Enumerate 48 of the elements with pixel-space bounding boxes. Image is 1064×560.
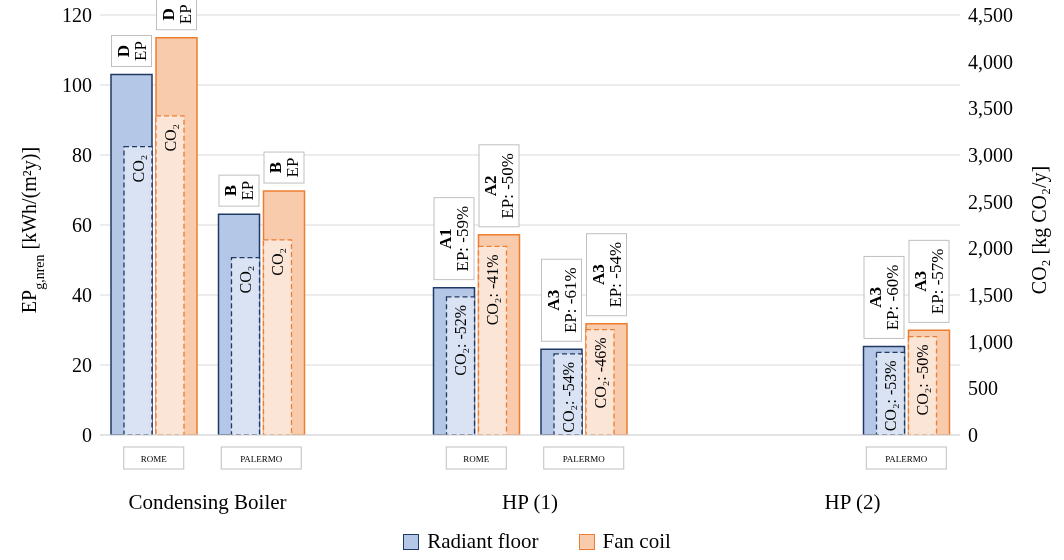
annotation: A3 EP: -54% bbox=[588, 241, 625, 308]
y2-tick-label: 500 bbox=[968, 377, 998, 400]
x-tick-label: ROME bbox=[140, 454, 168, 464]
y-tick-label: 20 bbox=[72, 354, 92, 377]
text: Condensing Boiler bbox=[127, 490, 288, 515]
x-tick-label: ROME bbox=[463, 454, 490, 464]
x-tick-label: PALERMO bbox=[885, 454, 928, 464]
y-tick-label: 40 bbox=[72, 284, 92, 307]
legend-label: Fan coil bbox=[602, 529, 671, 554]
y2-tick-label: 2,000 bbox=[968, 237, 1013, 260]
y2-tick-label: 1,000 bbox=[968, 330, 1013, 353]
annotation: CO₂ bbox=[161, 123, 179, 152]
y2-axis-title: CO₂ [kg CO₂/y] bbox=[1028, 165, 1051, 295]
annotation: A2 EP: -50% bbox=[481, 152, 517, 219]
x-tick-label: PALERMO bbox=[562, 454, 606, 464]
annotation: CO₂: -41% bbox=[484, 254, 501, 326]
annotation: A1 EP: -59% bbox=[436, 205, 472, 272]
annotation: CO₂: -53% bbox=[882, 360, 899, 432]
y-tick-label: 100 bbox=[62, 74, 92, 97]
text: HP (1) bbox=[501, 490, 559, 515]
y2-tick-label: 4,500 bbox=[968, 4, 1013, 27]
annotation: CO₂: -46% bbox=[591, 337, 609, 409]
annotation: CO₂: -54% bbox=[559, 361, 577, 433]
y2-tick-label: 4,000 bbox=[968, 50, 1013, 73]
annotation: CO₂ bbox=[269, 247, 286, 276]
y-tick-label: 120 bbox=[62, 4, 92, 27]
annotation: CO₂: -50% bbox=[914, 344, 931, 416]
y2-tick-label: 3,500 bbox=[968, 97, 1013, 120]
y2-tick-label: 2,500 bbox=[968, 190, 1013, 213]
y-tick-label: 60 bbox=[72, 214, 92, 237]
annotation: D EP bbox=[158, 4, 195, 25]
x-tick-label: PALERMO bbox=[240, 454, 283, 464]
annotation: A3 EP: -57% bbox=[911, 248, 947, 315]
y2-tick-label: 0 bbox=[968, 424, 978, 447]
annotation: A3 EP: -61% bbox=[543, 267, 580, 334]
y-tick-label: 0 bbox=[82, 424, 92, 447]
y-tick-label: 80 bbox=[72, 144, 92, 167]
legend-label: Radiant floor bbox=[427, 529, 539, 554]
y2-tick-label: 3,000 bbox=[968, 144, 1013, 167]
annotation: CO₂ bbox=[129, 154, 147, 183]
annotation: B EP bbox=[266, 157, 302, 178]
annotation: CO₂ bbox=[237, 265, 254, 294]
annotation: D EP bbox=[113, 41, 150, 61]
text: HP (2) bbox=[823, 490, 882, 515]
annotation: B EP bbox=[221, 180, 257, 201]
annotation: CO₂: -52% bbox=[452, 304, 469, 376]
y2-tick-label: 1,500 bbox=[968, 284, 1013, 307]
annotation: A3 EP: -60% bbox=[866, 264, 902, 331]
